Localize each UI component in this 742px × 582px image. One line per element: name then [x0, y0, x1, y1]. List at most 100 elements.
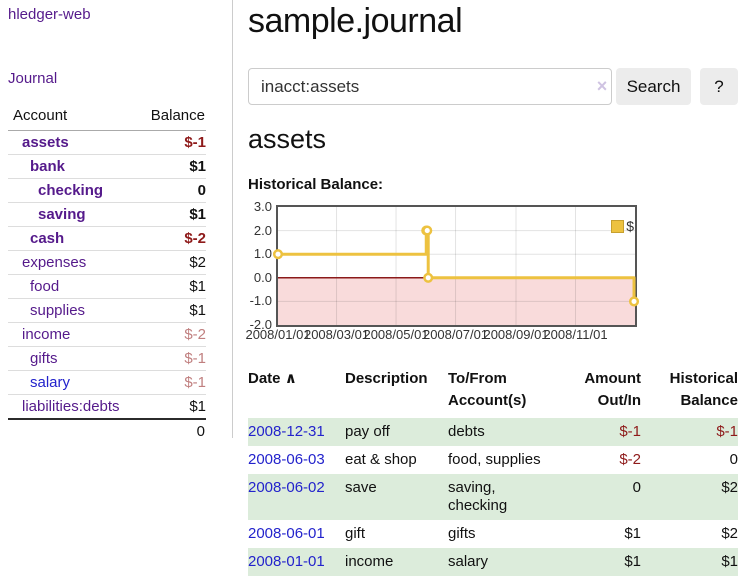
- account-balance: $-2: [136, 226, 206, 251]
- account-balance: $-2: [136, 322, 206, 347]
- account-link-supplies[interactable]: supplies: [30, 302, 86, 319]
- transaction-description: pay off: [345, 418, 448, 446]
- chart-legend: $: [611, 218, 634, 234]
- account-row: salary $-1: [8, 370, 206, 395]
- account-link-assets[interactable]: assets: [22, 134, 69, 151]
- register-row: 2008-06-03 eat & shop food, supplies $-2…: [248, 446, 738, 474]
- transaction-amount: 0: [544, 474, 641, 520]
- account-balance: $-1: [136, 346, 206, 371]
- account-link-income[interactable]: income: [22, 326, 71, 343]
- account-link-expenses[interactable]: expenses: [22, 254, 87, 271]
- account-row: bank $1: [8, 154, 206, 179]
- balance-chart-canvas: [272, 207, 640, 325]
- y-axis-tick-label: -1.0: [249, 293, 272, 309]
- account-balance: $-1: [136, 370, 206, 395]
- account-link-gifts[interactable]: gifts: [30, 350, 58, 367]
- accounts-total-row: 0: [8, 418, 206, 443]
- y-axis-tick-label: 1.0: [253, 246, 272, 262]
- account-balance: $1: [136, 394, 206, 419]
- account-link-cash[interactable]: cash: [30, 230, 65, 247]
- transaction-date-link[interactable]: 2008-01-01: [248, 553, 325, 570]
- account-row: saving $1: [8, 202, 206, 227]
- transaction-accounts: salary: [448, 548, 544, 576]
- account-row: liabilities:debts $1: [8, 394, 206, 419]
- balance-chart: $: [272, 205, 640, 327]
- account-row: income $-2: [8, 322, 206, 347]
- x-axis-tick-label: 2008/05/01: [363, 327, 429, 342]
- transaction-date-link[interactable]: 2008-06-03: [248, 451, 325, 468]
- y-axis-tick-label: 0.0: [253, 269, 272, 285]
- account-row: food $1: [8, 274, 206, 299]
- balance-column-header: Balance: [136, 102, 206, 131]
- clear-search-icon[interactable]: ×: [596, 76, 608, 96]
- sort-ascending-icon: ∧: [284, 370, 297, 387]
- account-balance: $1: [136, 274, 206, 299]
- account-row: expenses $2: [8, 250, 206, 275]
- account-column-header: Account: [8, 102, 137, 131]
- transaction-accounts: food, supplies: [448, 451, 541, 468]
- accounts-table: Account Balance assets $-1 bank $1 check…: [8, 102, 206, 443]
- balance-header: Historical Balance: [641, 366, 738, 418]
- help-button[interactable]: ?: [700, 68, 738, 105]
- sidebar-item-journal[interactable]: Journal: [8, 70, 58, 87]
- y-axis-tick-label: 2.0: [253, 222, 272, 238]
- app-brand-link[interactable]: hledger-web: [8, 6, 91, 23]
- account-row: cash $-2: [8, 226, 206, 251]
- transaction-date-link[interactable]: 2008-12-31: [248, 423, 325, 440]
- transaction-balance: $2: [641, 474, 738, 520]
- transaction-amount: $-1: [544, 418, 641, 446]
- account-balance: $2: [136, 250, 206, 275]
- transaction-date-link[interactable]: 2008-06-02: [248, 479, 325, 496]
- date-sort-header[interactable]: Date ∧: [248, 366, 345, 418]
- account-link-liabilities-debts[interactable]: liabilities:debts: [22, 398, 120, 415]
- transaction-accounts: debts: [448, 418, 544, 446]
- search-input[interactable]: [248, 68, 612, 105]
- account-link-saving[interactable]: saving: [38, 206, 86, 223]
- transaction-amount: $-2: [619, 451, 641, 468]
- account-link-bank[interactable]: bank: [30, 158, 66, 175]
- transaction-accounts: gifts: [448, 525, 476, 542]
- transaction-description: income: [345, 548, 448, 576]
- account-row: supplies $1: [8, 298, 206, 323]
- register-header-row: Date ∧ Description To/From Account(s) Am…: [248, 366, 738, 418]
- account-link-salary[interactable]: salary: [30, 374, 71, 391]
- description-header: Description: [345, 370, 428, 387]
- account-link-checking[interactable]: checking: [38, 182, 104, 199]
- account-row: gifts $-1: [8, 346, 206, 371]
- accounts-table-header: Account Balance: [8, 102, 206, 131]
- register-row: 2008-01-01 income salary $1 $1: [248, 548, 738, 576]
- accounts-header-line2: Account(s): [448, 392, 527, 409]
- account-balance: 0: [136, 178, 206, 203]
- legend-swatch-icon: [611, 219, 625, 233]
- transaction-accounts: saving, checking: [448, 474, 544, 520]
- account-heading: assets: [248, 124, 327, 154]
- amount-header-line1: Amount: [584, 370, 641, 387]
- transaction-date-link[interactable]: 2008-06-01: [248, 525, 325, 542]
- register-row: 2008-06-01 gift gifts $1 $2: [248, 520, 738, 548]
- x-axis-tick-label: 2008/01/01: [245, 327, 311, 342]
- transaction-balance: $1: [641, 548, 738, 576]
- search-button[interactable]: Search: [616, 68, 691, 105]
- page-title: sample.journal: [248, 2, 463, 40]
- account-link-food[interactable]: food: [30, 278, 60, 295]
- balance-header-line1: Historical: [669, 370, 738, 387]
- chart-title: Historical Balance:: [248, 176, 384, 193]
- account-row: assets $-1: [8, 130, 206, 155]
- accounts-total-value: 0: [136, 418, 206, 443]
- y-axis-tick-label: 3.0: [253, 199, 272, 214]
- account-balance: $1: [136, 298, 206, 323]
- sidebar: hledger-web Journal Account Balance asse…: [0, 0, 233, 443]
- register-row: 2008-12-31 pay off debts $-1 $-1: [248, 418, 738, 446]
- x-axis-tick-label: 2008/11/01: [543, 327, 608, 342]
- balance-header-line2: Balance: [680, 392, 738, 409]
- amount-header-line2: Out/In: [597, 392, 641, 409]
- account-balance: $1: [136, 154, 206, 179]
- x-axis-tick-label: 2008/07/01: [422, 327, 489, 342]
- transaction-balance: $-1: [641, 418, 738, 446]
- y-axis-tick-label: -2.0: [249, 317, 272, 332]
- transaction-amount: $1: [544, 548, 641, 576]
- accounts-header-line1: To/From: [448, 370, 507, 387]
- date-header-label: Date: [248, 370, 281, 387]
- account-row: checking 0: [8, 178, 206, 203]
- x-axis-tick-label: 2008/03/01: [303, 327, 370, 342]
